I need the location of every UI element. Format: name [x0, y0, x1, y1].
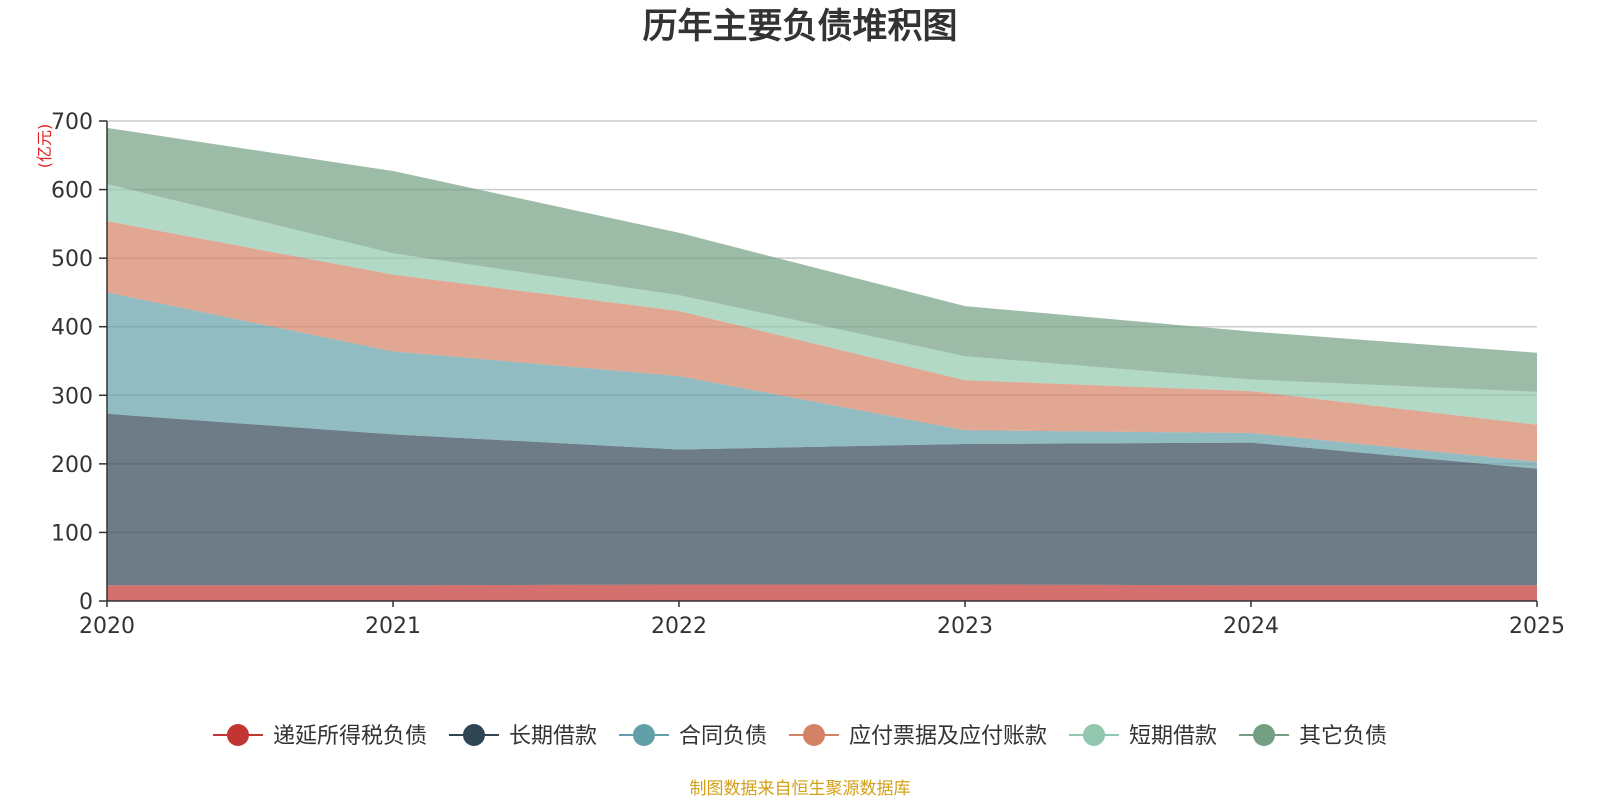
x-tick-label: 2024	[1223, 614, 1279, 639]
y-tick-label: 700	[51, 110, 93, 135]
legend-label: 合同负债	[679, 724, 767, 749]
y-axis-unit-label: (亿元)	[35, 124, 54, 169]
area-应付票据及应付账款	[107, 221, 1537, 462]
y-tick-label: 0	[79, 590, 93, 615]
area-合同负债	[107, 292, 1537, 469]
legend-item[interactable]: 长期借款	[448, 724, 597, 749]
legend-item[interactable]: 其它负债	[1239, 724, 1387, 749]
y-tick-label: 600	[51, 179, 93, 204]
x-tick-label: 2023	[937, 614, 993, 639]
legend-label: 其它负债	[1299, 724, 1387, 749]
legend-item[interactable]: 短期借款	[1069, 724, 1217, 749]
area-长期借款	[107, 413, 1537, 586]
axes: 0 100 200 300 400 500 600 700 2020 2021 2022 2023 20…	[51, 110, 1565, 639]
data-source-note: 制图数据来自恒生聚源数据库	[690, 779, 911, 799]
legend-dot-icon	[1083, 724, 1106, 746]
legend-dot-icon	[1253, 724, 1276, 746]
y-tick-label: 300	[51, 384, 93, 409]
legend-item[interactable]: 合同负债	[618, 724, 767, 749]
legend-dot-icon	[226, 724, 249, 746]
chart-title: 历年主要负债堆积图	[642, 7, 957, 47]
legend-dot-icon	[632, 724, 655, 746]
area-短期借款	[107, 184, 1537, 425]
area-其它负债	[107, 127, 1537, 392]
y-tick-label: 400	[51, 316, 93, 341]
legend-label: 应付票据及应付账款	[849, 724, 1047, 749]
legend-dot-icon	[803, 724, 825, 746]
x-tick-label: 2025	[1509, 614, 1565, 639]
x-tick-label: 2021	[365, 614, 421, 639]
legend-item[interactable]: 递延所得税负债	[212, 724, 427, 749]
legend-dot-icon	[462, 724, 485, 746]
legend: 递延所得税负债 长期借款 合同负债 应付票据及应付账款 短期借款 其它负债	[212, 724, 1387, 749]
legend-item[interactable]: 应付票据及应付账款	[789, 724, 1047, 749]
y-tick-label: 100	[51, 521, 93, 546]
legend-label: 长期借款	[509, 724, 597, 749]
area-递延所得税负债	[107, 584, 1537, 601]
x-tick-label: 2022	[651, 614, 707, 639]
y-tick-label: 200	[51, 453, 93, 478]
x-tick-label: 2020	[79, 614, 135, 639]
legend-label: 短期借款	[1129, 724, 1217, 749]
y-tick-label: 500	[51, 247, 93, 272]
legend-label: 递延所得税负债	[273, 724, 427, 749]
area-series	[107, 127, 1537, 601]
